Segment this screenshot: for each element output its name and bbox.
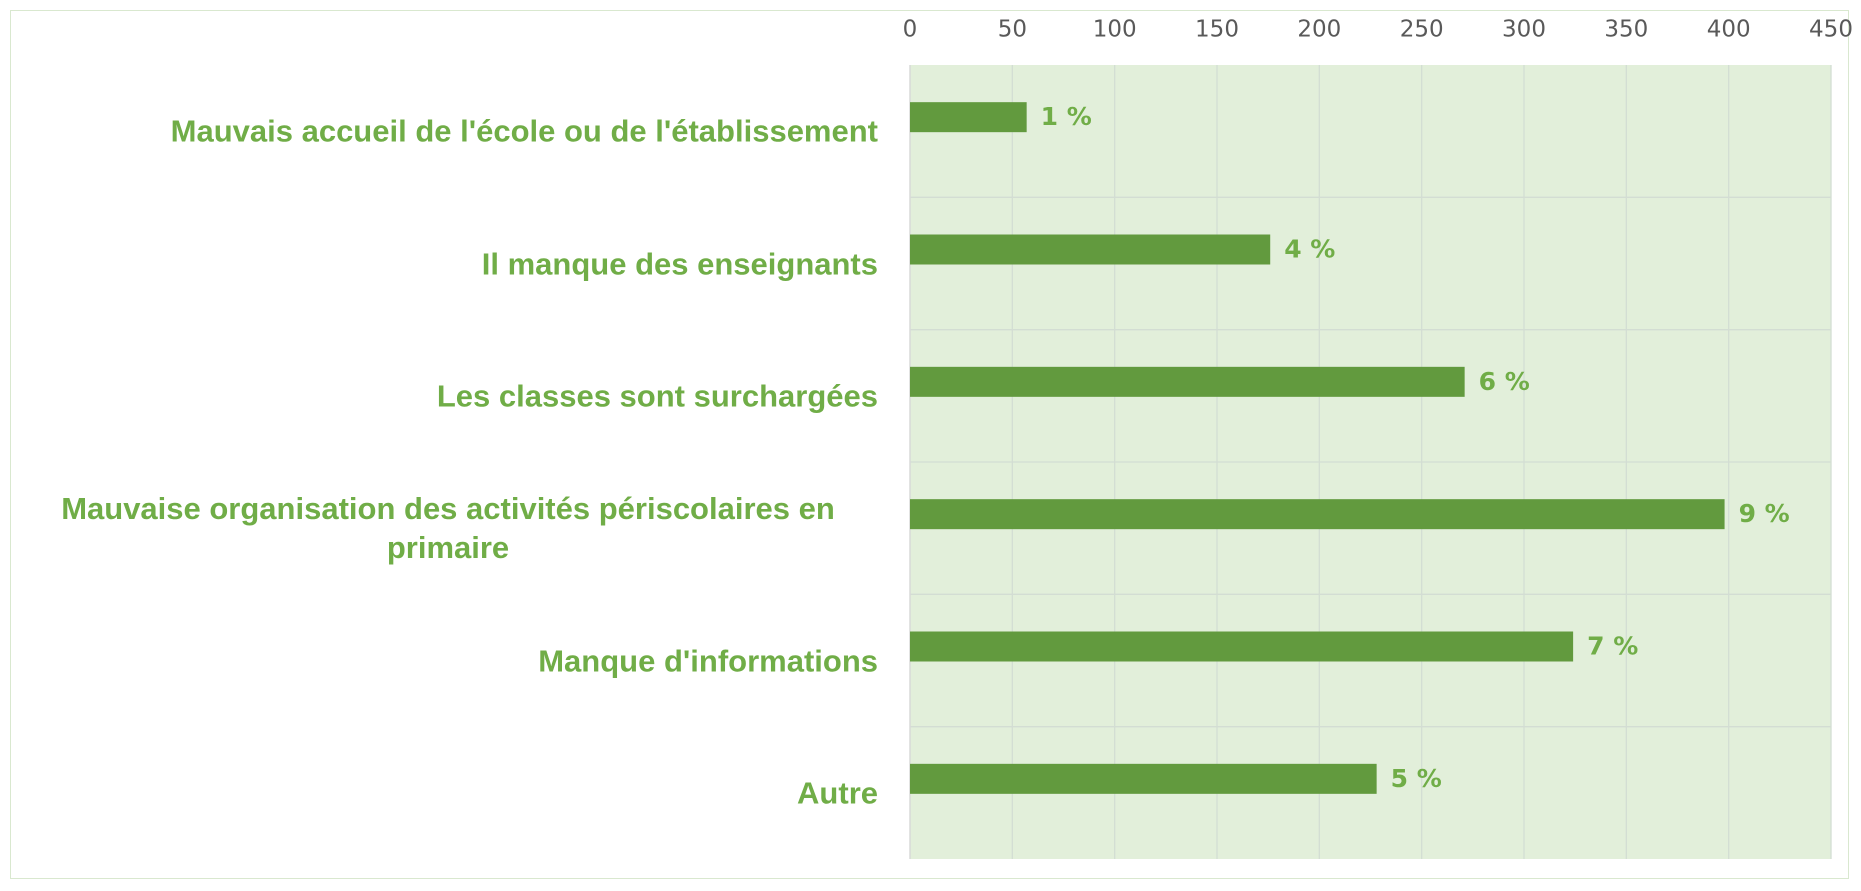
- x-tick-label: 0: [903, 17, 918, 43]
- bar: [910, 234, 1271, 265]
- x-tick-label: 350: [1604, 17, 1648, 43]
- x-tick-label: 200: [1297, 17, 1341, 43]
- data-label: 4 %: [1284, 235, 1335, 264]
- x-tick-label: 250: [1400, 17, 1444, 43]
- category-label: Mauvaise organisation des activités péri…: [61, 491, 835, 566]
- bar: [910, 499, 1725, 530]
- x-tick-label: 150: [1195, 17, 1239, 43]
- data-label: 6 %: [1479, 367, 1530, 396]
- category-label: Manque d'informations: [538, 643, 878, 678]
- x-tick-label: 450: [1809, 17, 1853, 43]
- data-label: 5 %: [1391, 764, 1442, 793]
- data-label: 1 %: [1041, 102, 1092, 131]
- x-tick-label: 50: [998, 17, 1027, 43]
- bar: [910, 366, 1465, 397]
- category-label: Il manque des enseignants: [481, 246, 878, 281]
- category-label: Mauvais accueil de l'école ou de l'établ…: [170, 113, 878, 149]
- bar: [910, 631, 1574, 662]
- x-tick-label: 100: [1093, 17, 1137, 43]
- bar: [910, 763, 1377, 794]
- data-label: 9 %: [1739, 499, 1790, 528]
- x-tick-label: 400: [1707, 17, 1751, 43]
- data-label: 7 %: [1587, 632, 1638, 661]
- chart-frame: [10, 10, 1849, 879]
- x-tick-label: 300: [1502, 17, 1546, 43]
- bar: [910, 102, 1027, 133]
- category-label: Autre: [797, 775, 878, 811]
- category-label: Les classes sont surchargées: [436, 378, 878, 414]
